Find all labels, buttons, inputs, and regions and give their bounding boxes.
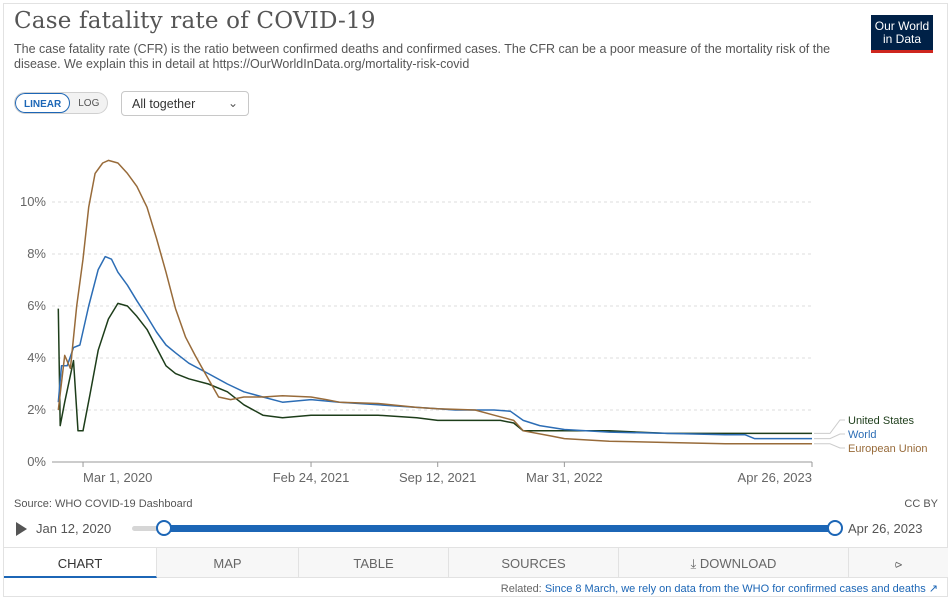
timeline-start-label: Jan 12, 2020	[36, 521, 112, 536]
legend: United States World European Union	[814, 415, 928, 455]
tab-bar: CHART MAP TABLE SOURCES ⤓ DOWNLOAD ⪧	[4, 547, 948, 578]
facet-dropdown[interactable]: All together ⌄	[121, 91, 249, 116]
x-tick-labels: Mar 1, 2020 Feb 24, 2021 Sep 12, 2021 Mar 3…	[82, 462, 813, 485]
x-tick-label: Mar 31, 2022	[526, 470, 603, 485]
tab-sources[interactable]: SOURCES	[449, 548, 619, 578]
tab-share[interactable]: ⪧	[849, 548, 948, 578]
related-link[interactable]: Since 8 March, we rely on data from the …	[544, 583, 926, 595]
x-tick-label: Sep 12, 2021	[399, 470, 476, 485]
series-lines	[57, 159, 812, 445]
y-tick-label: 10%	[20, 194, 46, 209]
y-tick-label: 6%	[27, 298, 46, 313]
legend-connector	[814, 433, 845, 440]
related-note: Related: Since 8 March, we rely on data …	[501, 582, 938, 595]
play-icon[interactable]	[16, 522, 27, 536]
chart-title: Case fatality rate of COVID-19	[14, 8, 376, 34]
dropdown-value: All together	[132, 97, 196, 111]
x-tick-label: Mar 1, 2020	[83, 470, 152, 485]
y-tick-label: 2%	[27, 402, 46, 417]
chevron-down-icon: ⌄	[227, 96, 238, 110]
x-tick-label: Feb 24, 2021	[273, 470, 350, 485]
share-icon: ⪧	[894, 556, 903, 571]
tab-table[interactable]: TABLE	[299, 548, 449, 578]
y-tick-label: 8%	[27, 246, 46, 261]
scale-toggle[interactable]: LINEAR LOG	[14, 92, 109, 114]
chart-subtitle: The case fatality rate (CFR) is the rati…	[14, 42, 831, 71]
log-button[interactable]: LOG	[78, 98, 100, 109]
source-note: Source: WHO COVID-19 Dashboard	[14, 498, 193, 510]
series-line-world	[57, 255, 812, 440]
legend-connector	[814, 443, 845, 449]
linear-button[interactable]: LINEAR	[15, 93, 71, 113]
legend-connector	[814, 419, 845, 434]
grid-lines	[52, 201, 812, 463]
logo-line-2: in Data	[882, 32, 922, 46]
related-label: Related:	[500, 583, 542, 595]
timeline-range[interactable]	[160, 525, 834, 532]
x-tick-label: Apr 26, 2023	[738, 470, 812, 485]
series-line-united-states	[57, 302, 812, 435]
download-label: DOWNLOAD	[699, 556, 777, 571]
line-chart[interactable]: 0% 2% 4% 6% 8% 10% Mar 1, 2020 Feb 24, 2021 Sep…	[0, 0, 952, 500]
timeline-end-label: Apr 26, 2023	[848, 521, 923, 536]
license-link[interactable]: CC BY	[904, 498, 938, 510]
timeline-start-handle[interactable]	[156, 520, 172, 536]
y-tick-label: 4%	[27, 350, 46, 365]
timeline-end-handle[interactable]	[827, 520, 843, 536]
y-tick-labels: 0% 2% 4% 6% 8% 10%	[20, 194, 46, 469]
tab-chart[interactable]: CHART	[4, 548, 157, 578]
download-icon: ⤓	[690, 556, 700, 571]
chart-frame	[3, 3, 948, 597]
legend-label: World	[848, 429, 877, 441]
series-line-european-union	[57, 159, 812, 445]
legend-label: United States	[848, 415, 915, 427]
tab-download[interactable]: ⤓ DOWNLOAD	[619, 548, 849, 578]
logo-line-1: Our World	[874, 19, 930, 33]
legend-label: European Union	[848, 443, 928, 455]
owid-logo[interactable]: Our World in Data	[871, 15, 933, 53]
y-tick-label: 0%	[27, 454, 46, 469]
tab-map[interactable]: MAP	[157, 548, 299, 578]
external-link-icon: ↗	[928, 583, 938, 595]
